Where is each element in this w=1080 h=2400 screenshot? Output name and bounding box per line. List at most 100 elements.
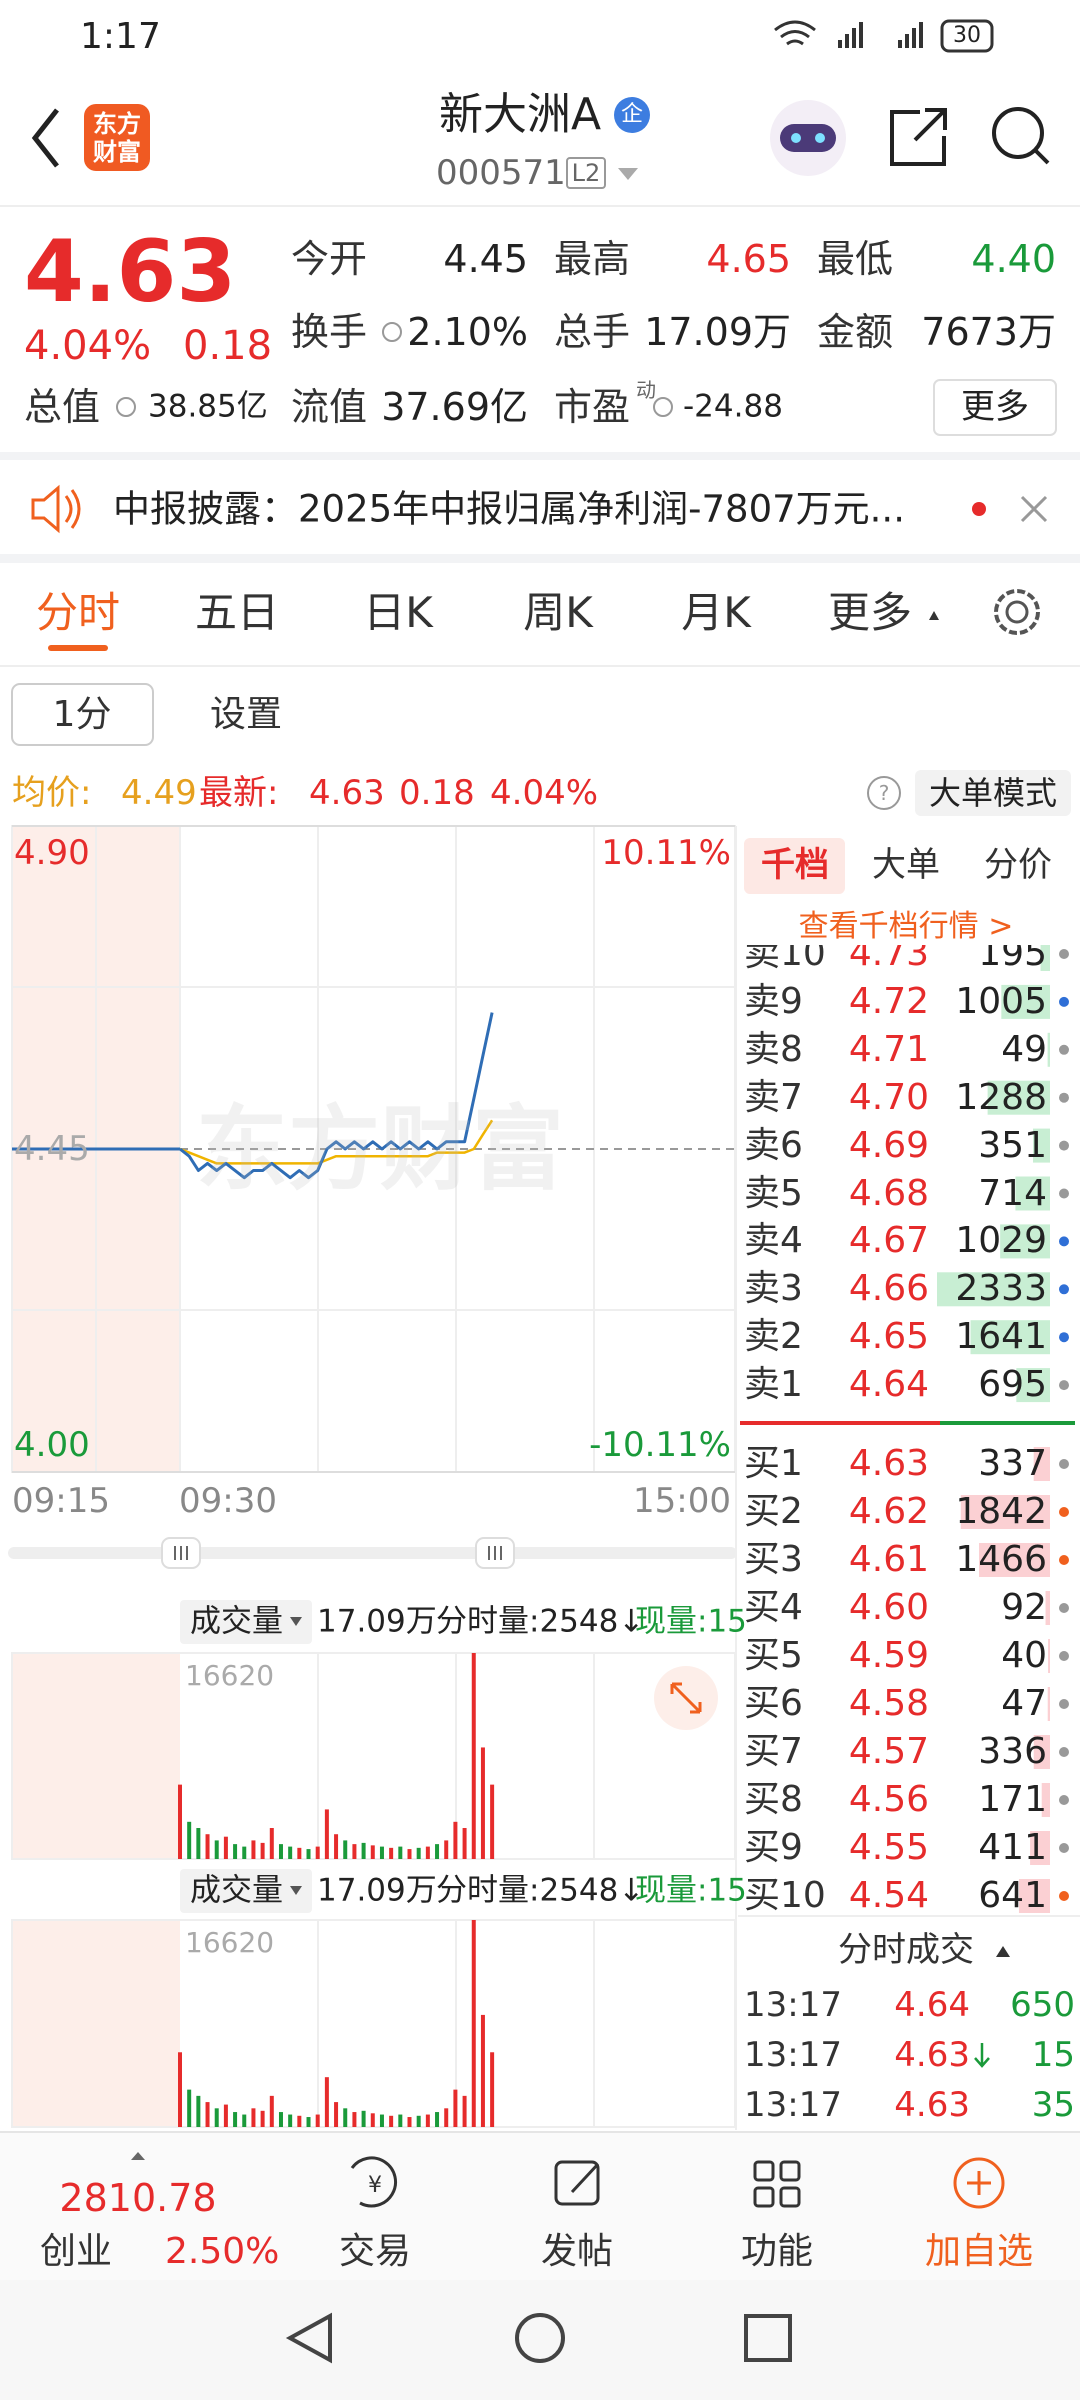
panel-mask bbox=[738, 898, 1080, 945]
change: 0.18 bbox=[183, 323, 273, 369]
x-tick-label: 15:00 bbox=[633, 1481, 731, 1521]
panel-tab[interactable]: 大单 bbox=[872, 845, 940, 885]
mode-label[interactable]: 大单模式 bbox=[928, 774, 1058, 812]
settings-button[interactable] bbox=[994, 589, 1040, 635]
share-button[interactable] bbox=[890, 108, 947, 166]
book-volume: 714 bbox=[978, 1172, 1047, 1214]
nav-item[interactable]: 发帖 bbox=[540, 2231, 614, 2272]
badge-text: 企 bbox=[620, 102, 644, 127]
interval-label[interactable]: 1分 bbox=[52, 694, 112, 735]
field-value: 2.10% bbox=[407, 310, 528, 354]
field-label: 换手 bbox=[291, 310, 368, 354]
latest-pct: 4.04% bbox=[490, 773, 599, 813]
book-price: 4.66 bbox=[848, 1268, 929, 1310]
tab[interactable]: 更多 bbox=[827, 588, 913, 637]
svg-text:?: ? bbox=[879, 781, 890, 805]
volume-bar bbox=[278, 2112, 283, 2127]
depth-bar bbox=[978, 1543, 1050, 1577]
book-label: 卖3 bbox=[744, 1268, 803, 1310]
dropdown-arrow[interactable] bbox=[618, 168, 638, 180]
order-dot bbox=[1059, 1092, 1069, 1103]
down-arrow bbox=[974, 2043, 990, 2068]
volume-label[interactable]: 成交量 bbox=[190, 1603, 283, 1640]
nav-item[interactable]: 加自选 bbox=[924, 2231, 1034, 2272]
volume-bar bbox=[471, 1653, 476, 1859]
depth-bar bbox=[1045, 1591, 1050, 1625]
trade-volume: 35 bbox=[1031, 2085, 1075, 2125]
indicator-select[interactable] bbox=[180, 1869, 312, 1913]
volume-bar bbox=[416, 1847, 421, 1859]
book-label: 卖8 bbox=[744, 1028, 803, 1070]
trades-title[interactable]: 分时成交 bbox=[838, 1930, 974, 1970]
search-button[interactable] bbox=[992, 107, 1044, 159]
avg-value: 4.49 bbox=[121, 773, 197, 813]
volume-bar bbox=[379, 2114, 384, 2127]
volume-bar bbox=[444, 1840, 449, 1859]
interval-button[interactable] bbox=[11, 683, 154, 746]
volume-label[interactable]: 成交量 bbox=[190, 1872, 283, 1909]
book-volume: 49 bbox=[1001, 1028, 1047, 1070]
panel-tab[interactable]: 千档 bbox=[761, 845, 829, 885]
trade-time: 13:17 bbox=[744, 2085, 842, 2125]
nav-item[interactable]: 功能 bbox=[740, 2231, 814, 2272]
depth-bar bbox=[937, 1272, 1050, 1307]
more-button[interactable] bbox=[933, 379, 1057, 436]
mode-button[interactable] bbox=[915, 770, 1071, 816]
tab[interactable]: 分时 bbox=[35, 588, 121, 637]
more-button-label[interactable]: 更多 bbox=[961, 387, 1029, 427]
depth-bar bbox=[1041, 1783, 1050, 1817]
field-value: 4.45 bbox=[443, 237, 528, 281]
field-value: -24.88 bbox=[683, 388, 783, 425]
book-volume: 2333 bbox=[955, 1268, 1047, 1310]
volume-bar bbox=[343, 2108, 348, 2127]
book-label: 卖6 bbox=[744, 1124, 803, 1166]
trade-volume: 650 bbox=[1010, 1985, 1075, 2025]
book-price: 4.64 bbox=[848, 1364, 929, 1406]
order-dot bbox=[1059, 1140, 1069, 1151]
depth-bar bbox=[1015, 1176, 1050, 1211]
field-sup: 动 bbox=[636, 378, 656, 402]
panel-tab[interactable]: 分价 bbox=[984, 845, 1052, 885]
help-button[interactable] bbox=[867, 776, 901, 810]
indicator-select[interactable] bbox=[180, 1600, 312, 1644]
book-label: 买5 bbox=[744, 1635, 803, 1676]
tab[interactable]: 周K bbox=[523, 588, 593, 637]
tab[interactable]: 五日 bbox=[194, 588, 280, 637]
tab[interactable]: 月K bbox=[681, 588, 751, 637]
book-volume: 1288 bbox=[955, 1076, 1047, 1118]
volume-current: 现量:15 bbox=[635, 1603, 747, 1640]
depth-bar bbox=[1033, 1447, 1050, 1481]
settings-label[interactable]: 设置 bbox=[209, 694, 283, 735]
volume-bar bbox=[178, 1784, 182, 1859]
depth-bar bbox=[1033, 1735, 1050, 1769]
close-button[interactable] bbox=[1020, 495, 1048, 523]
volume-bar bbox=[334, 1834, 339, 1859]
system-nav[interactable] bbox=[285, 2312, 792, 2364]
book-volume: 1005 bbox=[955, 980, 1047, 1022]
book-label: 卖4 bbox=[744, 1220, 803, 1262]
order-dot bbox=[1059, 1747, 1069, 1757]
book-label: 买9 bbox=[744, 1827, 803, 1868]
depth-link[interactable]: 查看千档行情 > bbox=[798, 909, 1014, 944]
volume-bar bbox=[278, 1844, 283, 1859]
book-volume: 92 bbox=[1001, 1587, 1047, 1628]
order-dot bbox=[1059, 1795, 1069, 1805]
tab[interactable]: 日K bbox=[363, 588, 433, 637]
wifi-icon bbox=[774, 20, 816, 46]
volume-bar bbox=[490, 2052, 495, 2127]
volume-bar bbox=[324, 1809, 329, 1859]
volume-bar bbox=[187, 2089, 192, 2127]
notice-text[interactable]: 中报披露：2025年中报归属净利润-7807万元... bbox=[113, 487, 905, 531]
volume-bar bbox=[233, 2112, 238, 2127]
trade-volume: 15 bbox=[1031, 2035, 1075, 2075]
notice-icon bbox=[31, 484, 81, 534]
nav-item[interactable]: 交易 bbox=[338, 2231, 412, 2272]
trade-time: 13:17 bbox=[744, 2035, 842, 2075]
book-price: 4.62 bbox=[848, 1491, 929, 1532]
book-volume: 1029 bbox=[955, 1220, 1047, 1262]
volume-bar bbox=[260, 2110, 265, 2127]
back-button[interactable] bbox=[31, 108, 59, 168]
price-line bbox=[179, 1012, 494, 1180]
index-value[interactable]: 2810.78 bbox=[59, 2176, 217, 2220]
